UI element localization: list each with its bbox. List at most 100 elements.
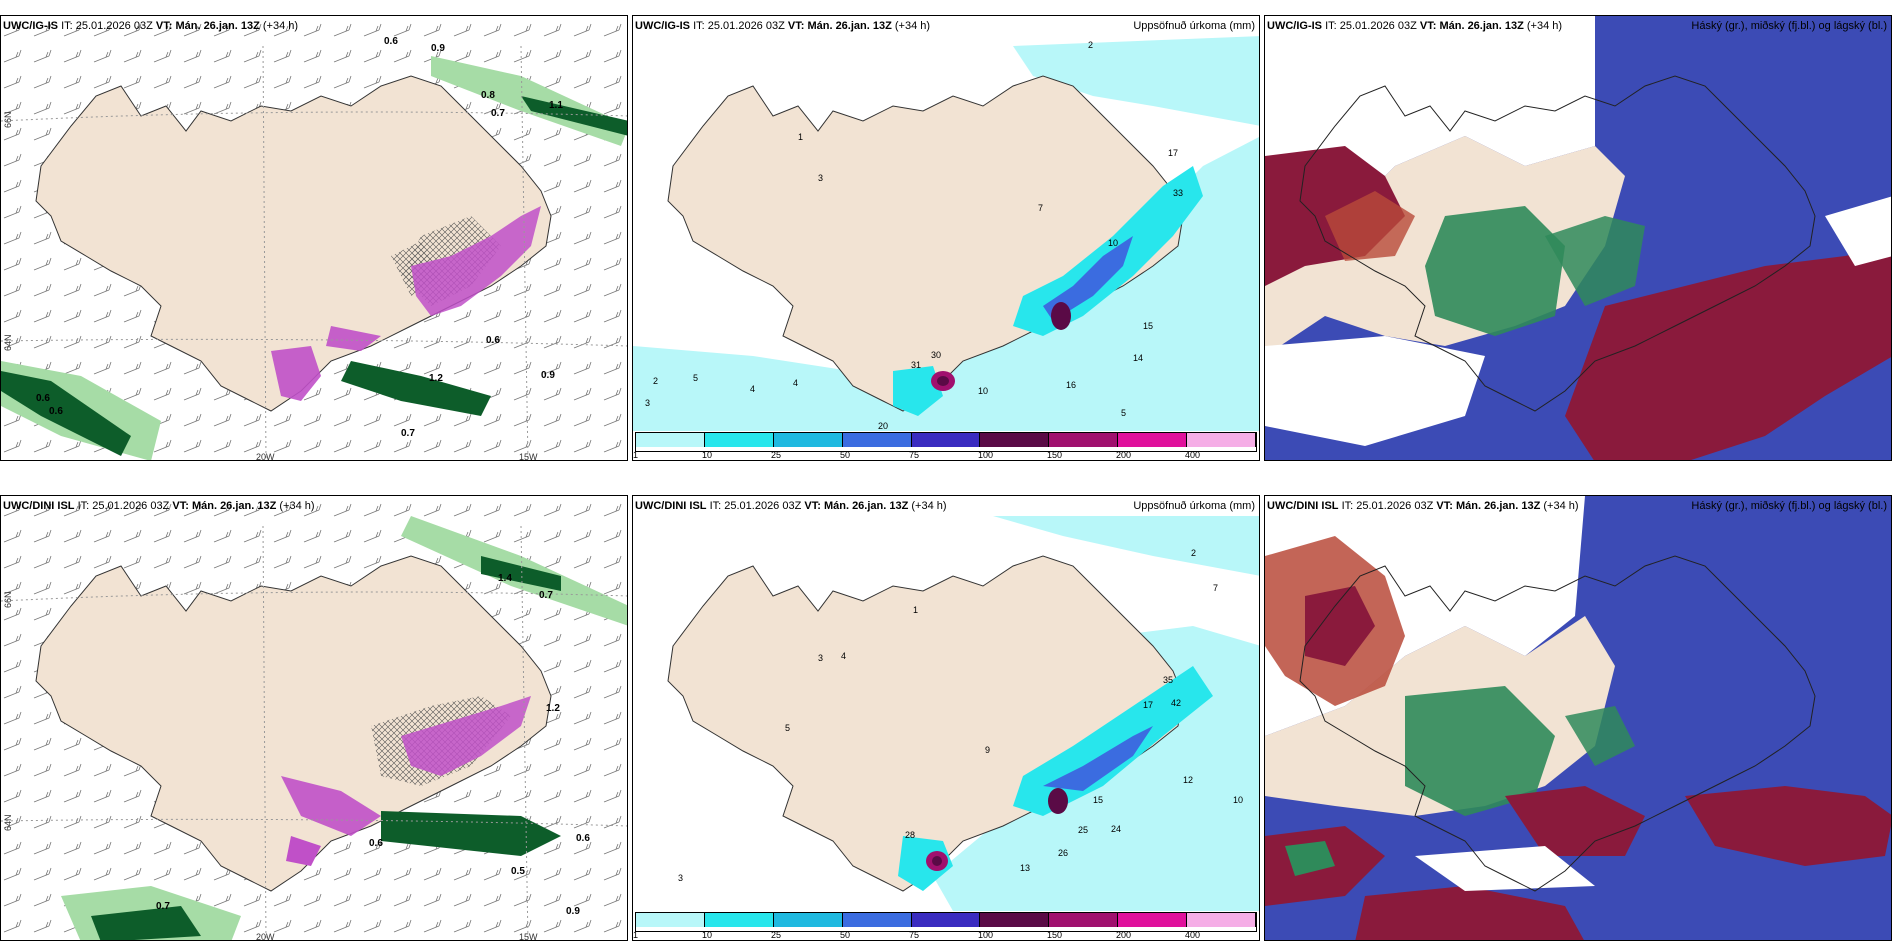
value-label: 0.9 (566, 906, 580, 917)
colorbar-seg (1187, 913, 1257, 927)
value-label: 5 (785, 723, 790, 733)
lat-label: 64N (3, 814, 13, 831)
lon-label: 20W (256, 452, 275, 461)
colorbar (635, 912, 1257, 932)
panel-title: UWC/DINI ISL IT: 25.01.2026 03Z VT: Mán.… (3, 500, 315, 512)
value-label: 0.6 (36, 393, 50, 404)
value-label: 5 (1121, 408, 1126, 418)
lat-label: 64N (3, 334, 13, 351)
colorbar (635, 432, 1257, 452)
value-label: 2 (653, 376, 658, 386)
value-label: 2 (1191, 548, 1196, 558)
precip-title: Uppsöfnuð úrkoma (mm) (1133, 20, 1255, 32)
value-label: 17 (1143, 700, 1153, 710)
panel-top-left: UWC/IG-IS IT: 25.01.2026 03Z VT: Mán. 26… (0, 15, 628, 461)
panel-title: UWC/DINI ISL IT: 25.01.2026 03Z VT: Mán.… (1267, 500, 1579, 512)
lat-label: 66N (3, 111, 13, 128)
cloud-map (1265, 16, 1891, 460)
value-label: 7 (1038, 203, 1043, 213)
value-label: 3 (818, 173, 823, 183)
value-label: 0.7 (539, 590, 553, 601)
colorbar-labels: 1 10 25 50 75 100 150 200 400 (633, 450, 1201, 460)
colorbar-seg (1118, 913, 1188, 927)
value-label: 4 (750, 384, 755, 394)
value-label: 1 (913, 605, 918, 615)
colorbar-seg (980, 913, 1050, 927)
value-label: 15 (1093, 795, 1103, 805)
value-label: 4 (793, 378, 798, 388)
lat-label: 66N (3, 591, 13, 608)
clouds-title: Háský (gr.), miðský (fj.bl.) og lágský (… (1691, 500, 1887, 512)
cloud-map (1265, 496, 1891, 940)
wind-map: 0.7 1.4 0.6 0.6 0.5 0.7 1.2 0.9 (1, 496, 627, 940)
colorbar-seg (1118, 433, 1188, 447)
colorbar-seg (911, 913, 981, 927)
value-label: 1.2 (429, 373, 443, 384)
panel-title: UWC/DINI ISL IT: 25.01.2026 03Z VT: Mán.… (635, 500, 947, 512)
precip-title: Uppsöfnuð úrkoma (mm) (1133, 500, 1255, 512)
colorbar-seg (636, 433, 705, 447)
colorbar-seg (704, 433, 774, 447)
value-label: 10 (978, 386, 988, 396)
value-label: 3 (678, 873, 683, 883)
value-label: 0.6 (486, 335, 500, 346)
value-label: 16 (1066, 380, 1076, 390)
colorbar-seg (980, 433, 1050, 447)
lon-label: 15W (519, 932, 538, 941)
panel-title: UWC/IG-IS IT: 25.01.2026 03Z VT: Mán. 26… (1267, 20, 1563, 32)
value-label: 14 (1133, 353, 1143, 363)
value-label: 0.6 (576, 833, 590, 844)
value-label: 0.6 (369, 838, 383, 849)
panel-title: UWC/IG-IS IT: 25.01.2026 03Z VT: Mán. 26… (635, 20, 931, 32)
colorbar-seg (842, 433, 912, 447)
value-label: 20 (878, 421, 888, 431)
value-label: 0.9 (431, 43, 445, 54)
value-label: 1 (798, 132, 803, 142)
panel-top-mid: UWC/IG-IS IT: 25.01.2026 03Z VT: Mán. 26… (632, 15, 1260, 461)
value-label: 25 (1078, 825, 1088, 835)
colorbar-seg (773, 433, 843, 447)
value-label: 0.6 (49, 406, 63, 417)
value-label: 24 (1111, 824, 1121, 834)
value-label: 0.7 (491, 108, 505, 119)
value-label: 0.7 (156, 901, 170, 912)
value-label: 15 (1143, 321, 1153, 331)
value-label: 3 (818, 653, 823, 663)
value-label: 42 (1171, 698, 1181, 708)
value-label: 9 (985, 745, 990, 755)
value-label: 26 (1058, 848, 1068, 858)
value-label: 1.1 (549, 100, 563, 111)
value-label: 1.4 (498, 573, 512, 584)
value-label: 0.9 (541, 370, 555, 381)
panel-bottom-mid: UWC/DINI ISL IT: 25.01.2026 03Z VT: Mán.… (632, 495, 1260, 941)
value-label: 5 (693, 373, 698, 383)
value-label: 0.6 (384, 36, 398, 47)
colorbar-seg (1049, 433, 1119, 447)
colorbar-seg (842, 913, 912, 927)
precip-map: 2 1 3 7 10 14 15 16 20 30 31 10 5 4 2 3 … (633, 16, 1259, 460)
value-label: 17 (1168, 148, 1178, 158)
colorbar-seg (704, 913, 774, 927)
value-label: 30 (931, 350, 941, 360)
value-label: 35 (1163, 675, 1173, 685)
lon-label: 15W (519, 452, 538, 461)
value-label: 28 (905, 830, 915, 840)
lon-label: 20W (256, 932, 275, 941)
value-label: 0.5 (511, 866, 525, 877)
panel-top-right: UWC/IG-IS IT: 25.01.2026 03Z VT: Mán. 26… (1264, 15, 1892, 461)
clouds-title: Háský (gr.), miðský (fj.bl.) og lágský (… (1691, 20, 1887, 32)
colorbar-seg (911, 433, 981, 447)
value-label: 31 (911, 360, 921, 370)
panel-bottom-left: UWC/DINI ISL IT: 25.01.2026 03Z VT: Mán.… (0, 495, 628, 941)
value-label: 3 (645, 398, 650, 408)
value-label: 33 (1173, 188, 1183, 198)
value-label: 12 (1183, 775, 1193, 785)
value-label: 10 (1108, 238, 1118, 248)
colorbar-seg (1049, 913, 1119, 927)
precip-map: 2 3 4 5 7 9 10 12 13 15 17 24 25 26 28 3… (633, 496, 1259, 940)
value-label: 0.7 (401, 428, 415, 439)
wind-map: 0.6 0.9 0.8 0.7 1.1 0.6 0.9 1.2 0.7 0.6 … (1, 16, 627, 460)
panel-bottom-right: UWC/DINI ISL IT: 25.01.2026 03Z VT: Mán.… (1264, 495, 1892, 941)
value-label: 1.2 (546, 703, 560, 714)
colorbar-labels: 1 10 25 50 75 100 150 200 400 (633, 930, 1201, 940)
